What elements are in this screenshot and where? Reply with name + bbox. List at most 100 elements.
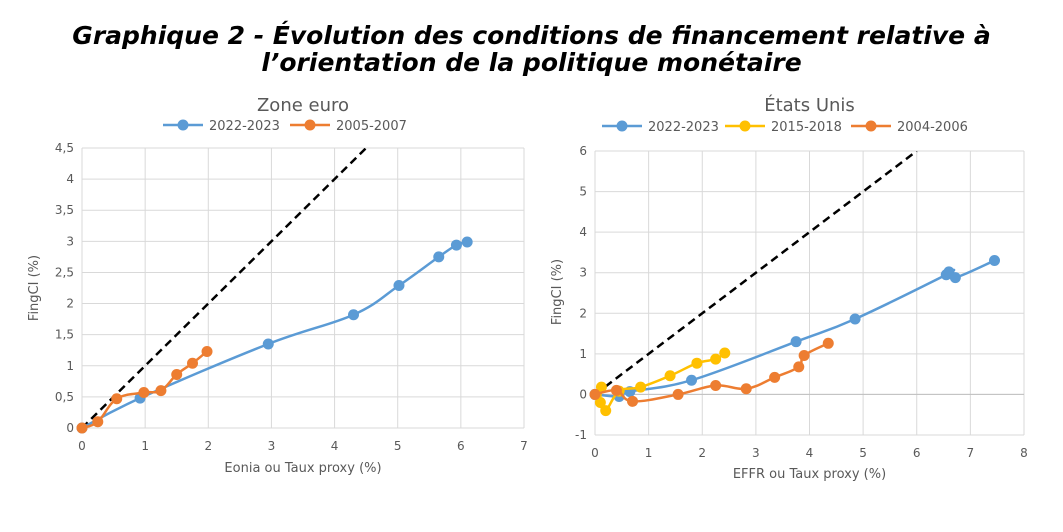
x-tick-label: 0 — [591, 446, 599, 460]
data-point — [790, 336, 802, 348]
x-tick-label: 4 — [806, 446, 814, 460]
x-tick-label: 2 — [698, 446, 706, 460]
y-tick-label: 6 — [579, 144, 587, 158]
chart-title: États Unis — [764, 94, 855, 116]
legend-item-2004-2006: 2004-2006 — [851, 120, 968, 135]
x-tick-label: 7 — [967, 446, 975, 460]
x-tick-label: 1 — [141, 439, 149, 453]
data-point — [664, 370, 676, 382]
legend-swatch-marker — [739, 120, 751, 132]
legend-label: 2022-2023 — [648, 120, 719, 135]
y-tick-label: 1 — [66, 359, 74, 373]
data-point — [989, 255, 1001, 267]
legend-label: 2004-2006 — [897, 120, 968, 135]
x-tick-label: 5 — [394, 439, 402, 453]
legend-label: 2022-2023 — [209, 119, 280, 134]
y-tick-label: 4,5 — [55, 141, 74, 155]
page-title-line-2: l’orientation de la politique monétaire — [261, 48, 802, 77]
data-point — [710, 380, 722, 392]
series-2015-2018 — [594, 347, 731, 417]
data-point — [719, 347, 731, 359]
y-tick-label: 4 — [579, 225, 587, 239]
reference-line-group — [82, 148, 368, 428]
data-point — [822, 337, 834, 349]
y-tick-label: 4 — [66, 172, 74, 186]
data-point — [187, 357, 198, 369]
y-tick-label: 0 — [66, 421, 74, 435]
data-point — [594, 397, 606, 409]
chart-etats-unis: États Unis -1 0 1 2 3 4 5 6 0 1 2 3 4 5 6 7 8 EFFR ou Taux… — [550, 94, 1028, 482]
x-tick-label: 4 — [331, 439, 339, 453]
y-tick-label: 0 — [579, 387, 587, 401]
y-axis-label: FingCI (%) — [550, 259, 565, 325]
x-tick-label: 8 — [1020, 446, 1028, 460]
data-point — [138, 387, 150, 399]
data-point — [793, 361, 805, 373]
x-axis-label: EFFR ou Taux proxy (%) — [733, 467, 886, 482]
data-point — [672, 388, 684, 400]
reference-line-y-equals-x — [82, 148, 368, 428]
legend-swatch-marker — [865, 120, 877, 132]
data-point — [949, 272, 961, 284]
data-point — [461, 236, 473, 248]
x-tick-label: 7 — [520, 439, 528, 453]
data-point — [589, 388, 601, 400]
data-point — [111, 393, 123, 405]
legend-label: 2015-2018 — [771, 120, 842, 135]
x-tick-label: 6 — [457, 439, 465, 453]
data-point — [710, 353, 722, 365]
data-point — [171, 368, 183, 380]
x-tick-label: 3 — [268, 439, 276, 453]
legend-item-2022-2023: 2022-2023 — [163, 119, 280, 134]
reference-line-group — [595, 151, 918, 396]
data-point — [610, 384, 622, 396]
y-axis-label: FingCI (%) — [27, 255, 42, 321]
legend-item-2022-2023: 2022-2023 — [602, 120, 719, 135]
legend-swatch-marker — [177, 119, 189, 131]
data-point — [262, 338, 274, 350]
y-tick-label: 5 — [579, 185, 587, 199]
x-tick-label: 1 — [645, 446, 653, 460]
data-point — [600, 405, 612, 417]
y-tick-label: 1,5 — [55, 328, 74, 342]
data-point — [92, 416, 104, 428]
data-point — [798, 349, 810, 361]
data-point — [433, 251, 445, 263]
y-tick-label: 2 — [66, 297, 74, 311]
x-axis-label: Eonia ou Taux proxy (%) — [224, 461, 381, 476]
x-tick-label: 0 — [78, 439, 86, 453]
y-tick-label: 3,5 — [55, 203, 74, 217]
y-tick-label: 3 — [66, 234, 74, 248]
data-point — [348, 309, 360, 321]
series-2022-2023 — [589, 255, 1001, 402]
series-line — [598, 352, 726, 413]
series-line — [594, 342, 829, 403]
data-point — [595, 381, 607, 393]
data-point — [686, 374, 698, 386]
page-title-line-1: Graphique 2 - Évolution des conditions d… — [72, 21, 991, 50]
series-line — [594, 259, 996, 398]
series-2005-2007 — [76, 345, 213, 434]
legend-item-2015-2018: 2015-2018 — [725, 120, 842, 135]
data-point — [393, 280, 405, 292]
data-point — [849, 313, 861, 325]
y-tick-label: 1 — [579, 347, 587, 361]
y-tick-label: 0,5 — [55, 390, 74, 404]
data-point — [627, 395, 639, 407]
data-point — [201, 345, 213, 357]
data-point — [740, 383, 752, 395]
y-tick-label: 2,5 — [55, 265, 74, 279]
data-point — [691, 357, 703, 369]
x-tick-label: 3 — [752, 446, 760, 460]
legend-label: 2005-2007 — [336, 119, 407, 134]
page-title: Graphique 2 - Évolution des conditions d… — [0, 22, 1063, 76]
data-point — [76, 422, 88, 434]
data-point — [450, 239, 462, 251]
y-tick-label: 2 — [579, 306, 587, 320]
y-tick-label: 3 — [579, 266, 587, 280]
legend-swatch-marker — [616, 120, 628, 132]
series-2004-2006 — [589, 337, 834, 407]
data-point — [769, 371, 781, 383]
chart-title: Zone euro — [257, 95, 349, 116]
x-tick-label: 2 — [204, 439, 212, 453]
